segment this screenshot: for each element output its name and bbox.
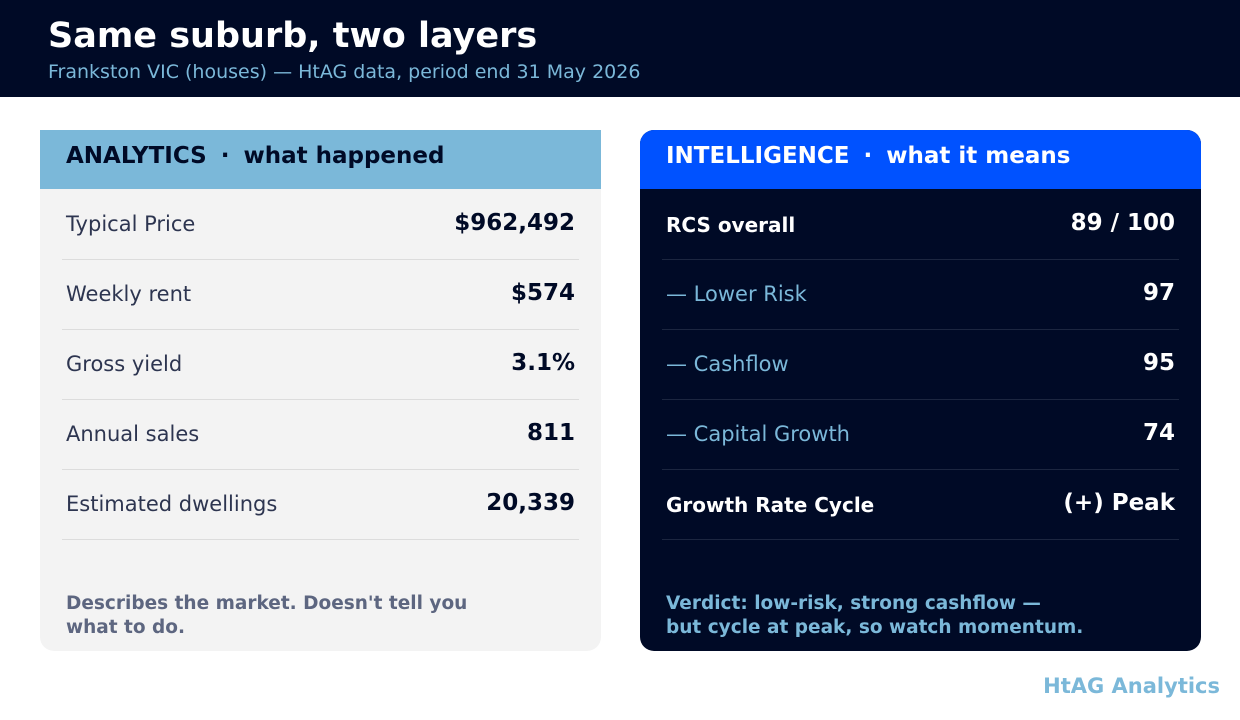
row-label: Gross yield — [66, 352, 183, 376]
row-divider — [62, 469, 579, 470]
intelligence-row-lower-risk: — Lower Risk 97 — [662, 260, 1179, 330]
analytics-row-typical-price: Typical Price $962,492 — [62, 190, 579, 260]
analytics-panel-header: ANALYTICS · what happened — [40, 130, 601, 189]
analytics-panel: ANALYTICS · what happened Typical Price $9… — [40, 130, 601, 651]
row-divider — [62, 259, 579, 260]
intelligence-subheading: what it means — [886, 143, 1071, 169]
row-label: RCS overall — [666, 213, 796, 237]
row-divider — [662, 539, 1179, 540]
page-subtitle: Frankston VIC (houses) — HtAG data, peri… — [48, 61, 641, 83]
row-label: — Lower Risk — [666, 282, 807, 306]
row-label: — Cashflow — [666, 352, 789, 376]
intelligence-verdict: Verdict: low-risk, strong cashflow — but… — [666, 592, 1176, 640]
intelligence-verdict-line-2: but cycle at peak, so watch momentum. — [666, 617, 1084, 638]
row-value: 95 — [1142, 350, 1175, 376]
row-label: Weekly rent — [66, 282, 192, 306]
row-divider — [62, 539, 579, 540]
intelligence-panel-header: INTELLIGENCE · what it means — [640, 130, 1201, 189]
row-divider — [62, 329, 579, 330]
intelligence-panel: INTELLIGENCE · what it means RCS overall 8… — [640, 130, 1201, 651]
page-header: Same suburb, two layers Frankston VIC (h… — [0, 0, 1240, 97]
page-title: Same suburb, two layers — [48, 16, 538, 56]
analytics-row-estimated-dwellings: Estimated dwellings 20,339 — [62, 470, 579, 540]
analytics-row-gross-yield: Gross yield 3.1% — [62, 330, 579, 400]
row-divider — [662, 469, 1179, 470]
intelligence-row-growth-rate-cycle: Growth Rate Cycle (+) Peak — [662, 470, 1179, 540]
row-value: $962,492 — [454, 210, 575, 236]
analytics-footnote-line-1: Describes the market. Doesn't tell you — [66, 593, 468, 614]
intelligence-verdict-line-1: Verdict: low-risk, strong cashflow — — [666, 593, 1041, 614]
row-value: (+) Peak — [1063, 490, 1175, 516]
analytics-row-annual-sales: Annual sales 811 — [62, 400, 579, 470]
row-value: 89 / 100 — [1070, 210, 1175, 236]
intelligence-row-cashflow: — Cashflow 95 — [662, 330, 1179, 400]
analytics-footnote-line-2: what to do. — [66, 617, 186, 638]
intelligence-heading: INTELLIGENCE — [666, 143, 850, 169]
brand-logo-text: HtAG Analytics — [1043, 674, 1220, 698]
intelligence-panel-title: INTELLIGENCE · what it means — [666, 143, 1070, 169]
row-value: 811 — [526, 420, 575, 446]
analytics-panel-title: ANALYTICS · what happened — [66, 143, 444, 169]
analytics-heading: ANALYTICS — [66, 143, 207, 169]
row-label: Annual sales — [66, 422, 200, 446]
intelligence-row-capital-growth: — Capital Growth 74 — [662, 400, 1179, 470]
row-value: $574 — [510, 280, 575, 306]
row-divider — [62, 399, 579, 400]
analytics-footnote: Describes the market. Doesn't tell you w… — [66, 592, 576, 640]
row-value: 97 — [1142, 280, 1175, 306]
intelligence-separator: · — [863, 143, 873, 169]
analytics-subheading: what happened — [243, 143, 445, 169]
row-label: Estimated dwellings — [66, 492, 278, 516]
row-value: 3.1% — [511, 350, 575, 376]
intelligence-row-rcs-overall: RCS overall 89 / 100 — [662, 190, 1179, 260]
row-divider — [662, 329, 1179, 330]
row-value: 20,339 — [486, 490, 575, 516]
row-label: Growth Rate Cycle — [666, 493, 875, 517]
row-label: Typical Price — [66, 212, 196, 236]
analytics-separator: · — [220, 143, 230, 169]
analytics-row-weekly-rent: Weekly rent $574 — [62, 260, 579, 330]
row-label: — Capital Growth — [666, 422, 850, 446]
row-value: 74 — [1142, 420, 1175, 446]
row-divider — [662, 259, 1179, 260]
row-divider — [662, 399, 1179, 400]
